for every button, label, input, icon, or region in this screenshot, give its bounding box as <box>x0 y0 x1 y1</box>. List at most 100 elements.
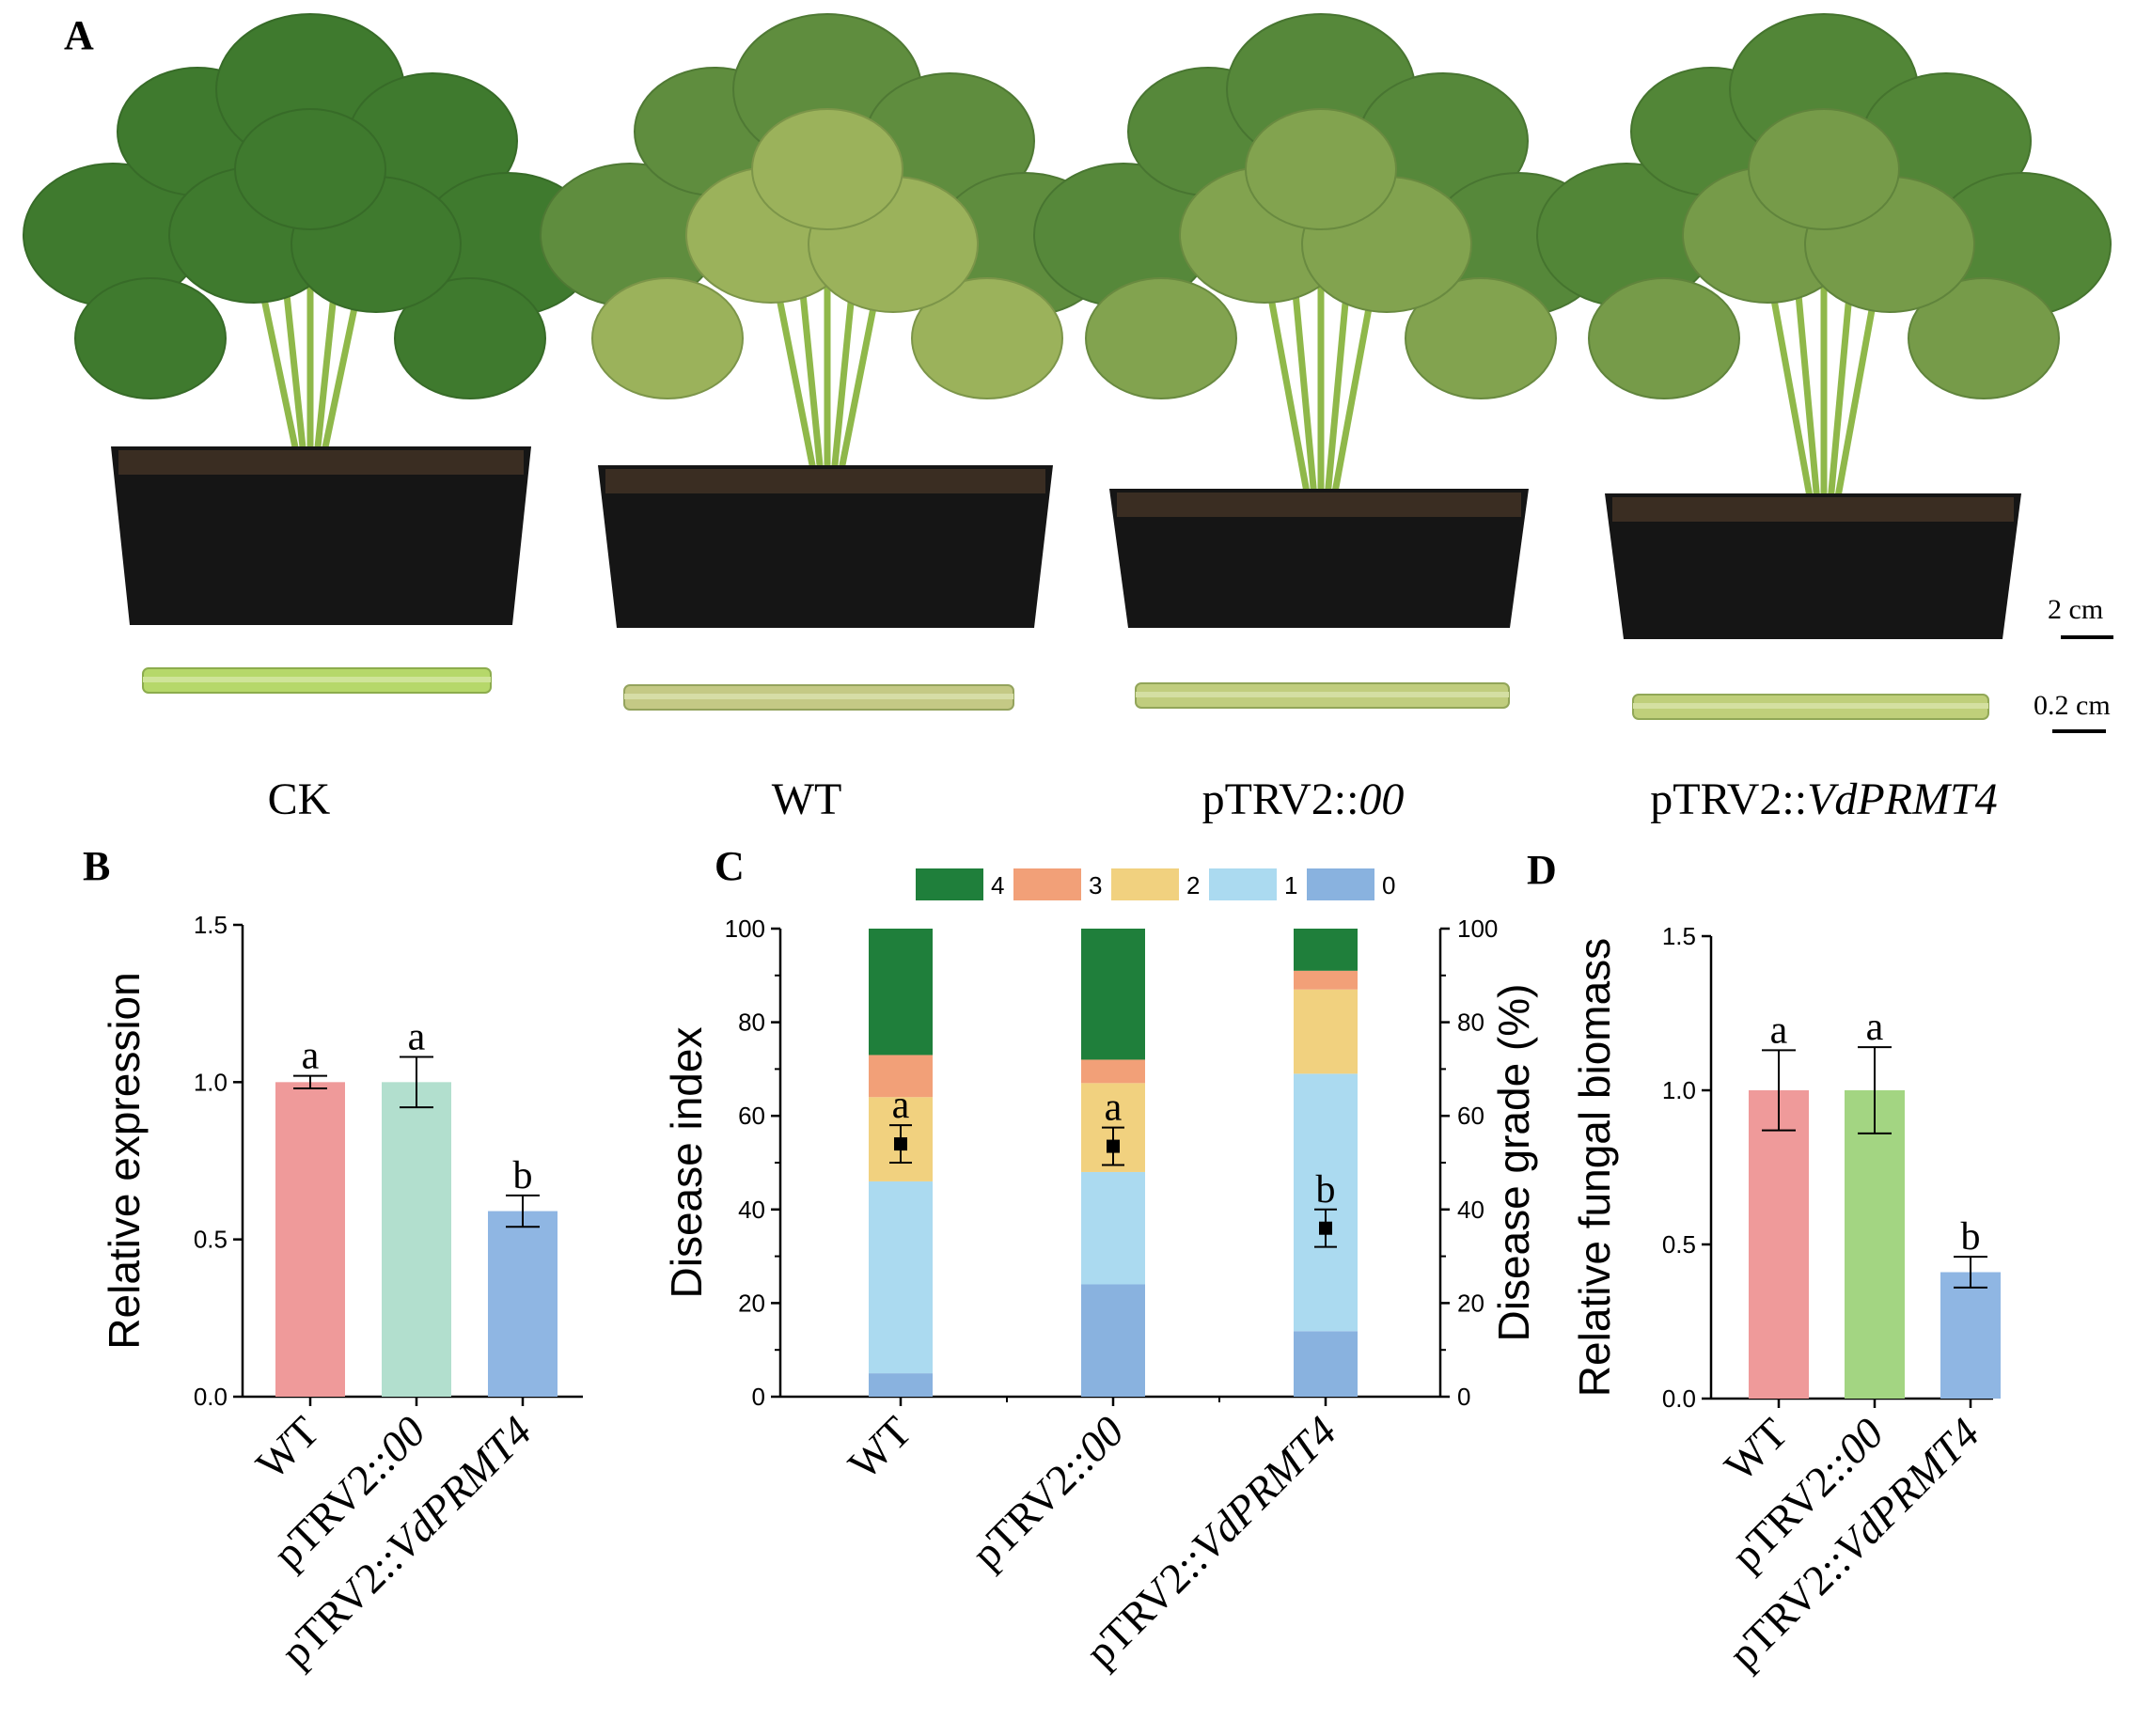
legend-swatch-grade-4 <box>916 868 983 900</box>
legend-label-grade-3: 3 <box>1089 871 1102 899</box>
plant-leaf <box>1588 277 1740 399</box>
x-tick-label: pTRV2::00 <box>962 1407 1133 1578</box>
stack-segment-grade-4 <box>869 929 933 1056</box>
y-tick-label: 0.0 <box>194 1383 228 1411</box>
y-tick-label-left: 100 <box>725 915 765 943</box>
bar <box>1845 1090 1905 1399</box>
scalebar-2cm-label: 2 cm <box>2048 594 2103 625</box>
stack-segment-grade-1 <box>869 1181 933 1374</box>
plant-leaf <box>1085 277 1237 399</box>
plant-leaf <box>1405 277 1557 399</box>
bar <box>1749 1090 1809 1399</box>
plant-soil <box>1612 497 2014 522</box>
plant-soil <box>1117 493 1521 517</box>
legend-swatch-grade-1 <box>1209 868 1277 900</box>
x-tick-label: WT <box>1715 1409 1797 1491</box>
plant-leaf <box>74 277 227 399</box>
plant-leaf <box>1908 277 2060 399</box>
stack-segment-grade-4 <box>1081 929 1145 1060</box>
stack-segment-grade-1 <box>1081 1171 1145 1285</box>
y-axis-title: Relative fungal biomass <box>1570 938 1619 1397</box>
x-tick-label-plain: WT <box>246 1407 328 1489</box>
y-tick-label-left: 0 <box>752 1383 765 1411</box>
panel-c-letter: C <box>715 843 745 889</box>
bar <box>382 1082 451 1397</box>
plant-leaf <box>394 277 546 399</box>
y-tick-label-right: 0 <box>1457 1383 1470 1411</box>
y-tick-label-right: 20 <box>1457 1289 1484 1317</box>
scalebar-0.2cm: 0.2 cm <box>2034 690 2111 733</box>
plant-label-ptrv2-vdprmt4: pTRV2::VdPRMT4 <box>1650 774 1997 824</box>
x-tick-label: WT <box>246 1407 328 1489</box>
plant-leaf <box>911 277 1063 399</box>
stack-segment-grade-1 <box>1294 1073 1358 1332</box>
legend-label-grade-1: 1 <box>1284 871 1297 899</box>
plant-photos <box>23 13 2112 720</box>
stem-section-core <box>143 677 491 682</box>
plant-leaf <box>1245 108 1397 230</box>
significance-letter: a <box>302 1035 320 1078</box>
plant-leaf <box>591 277 744 399</box>
y-tick-label: 1.0 <box>1662 1076 1696 1104</box>
legend-swatch-grade-0 <box>1307 868 1374 900</box>
significance-letter: a <box>892 1084 910 1127</box>
x-tick-label-plain: pTRV2:: <box>1076 1536 1217 1676</box>
stem-section-core <box>1136 692 1509 697</box>
plant-label-wt: WT <box>772 774 842 824</box>
disease-index-point <box>1319 1221 1332 1235</box>
plant-pot <box>111 446 531 625</box>
y-tick-label-left: 20 <box>738 1289 765 1317</box>
bar <box>488 1211 558 1397</box>
legend-label-grade-0: 0 <box>1382 871 1395 899</box>
disease-index-point <box>1107 1139 1120 1153</box>
plant-leaf <box>1748 108 1900 230</box>
plant-pot <box>598 465 1053 628</box>
legend: 4 3 2 1 0 <box>916 868 1395 900</box>
significance-letter: a <box>1866 1006 1884 1049</box>
y-tick-label: 0.0 <box>1662 1384 1696 1413</box>
stack-segment-grade-3 <box>1294 970 1358 990</box>
legend-label-grade-4: 4 <box>991 871 1004 899</box>
stem-section-core <box>624 694 1013 699</box>
plant-ptrv2-00 <box>1033 13 1609 709</box>
y-tick-label-left: 80 <box>738 1009 765 1037</box>
plant-label-ck: CK <box>268 774 331 824</box>
plant-ck <box>23 13 598 694</box>
significance-letter: b <box>513 1154 533 1197</box>
plant-soil <box>118 450 524 475</box>
stack-segment-grade-0 <box>869 1373 933 1397</box>
plant-ptrv2-vdprmt4 <box>1536 13 2112 720</box>
plant-pot <box>1109 489 1529 628</box>
significance-letter: a <box>408 1016 426 1059</box>
significance-letter: b <box>1316 1168 1336 1212</box>
y-axis-title-left: Disease index <box>662 1027 711 1299</box>
x-tick-label: WT <box>839 1407 920 1489</box>
y-tick-label: 0.5 <box>1662 1230 1696 1259</box>
x-tick-label-plain: pTRV2:: <box>962 1438 1102 1578</box>
y-tick-label-right: 40 <box>1457 1196 1484 1224</box>
scalebar-2cm: 2 cm <box>2048 594 2113 639</box>
plant-label-ptrv2-00-plain: pTRV2:: <box>1202 774 1359 824</box>
y-axis-title-right: Disease grade (%) <box>1489 984 1538 1342</box>
stack-segment-grade-2 <box>1294 989 1358 1074</box>
y-tick-label: 0.5 <box>194 1226 228 1254</box>
y-tick-label: 1.5 <box>194 911 228 939</box>
significance-letter: a <box>1105 1087 1123 1130</box>
y-tick-label-left: 60 <box>738 1102 765 1130</box>
x-tick-label-italic: VdPRMT4 <box>1183 1407 1345 1570</box>
plant-leaf <box>234 108 386 230</box>
plant-label-ptrv2-vdprmt4-italic: VdPRMT4 <box>1807 774 1998 824</box>
plant-pot <box>1605 493 2021 639</box>
legend-label-grade-2: 2 <box>1186 871 1200 899</box>
y-tick-label-right: 60 <box>1457 1102 1484 1130</box>
y-tick-label-right: 80 <box>1457 1009 1484 1037</box>
stack-segment-grade-0 <box>1294 1331 1358 1397</box>
plant-label-ptrv2-00-italic: 00 <box>1359 774 1404 824</box>
plant-wt <box>540 13 1115 711</box>
panel-b-letter: B <box>83 843 110 889</box>
stack-segment-grade-0 <box>1081 1284 1145 1397</box>
legend-swatch-grade-2 <box>1111 868 1179 900</box>
stack-segment-grade-3 <box>869 1055 933 1098</box>
